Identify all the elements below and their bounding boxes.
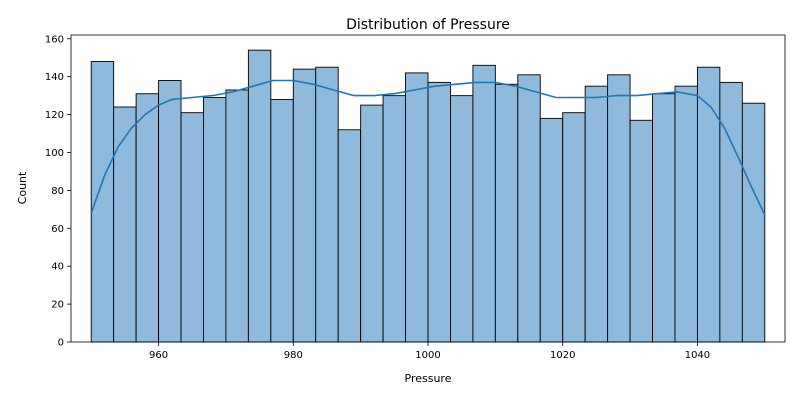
histogram-bar (607, 74, 631, 343)
y-tick-label: 80 (51, 186, 64, 197)
histogram-bar (539, 117, 564, 343)
histogram-bar (360, 104, 384, 343)
x-tick-label: 980 (284, 350, 303, 361)
histogram-bar (247, 49, 272, 343)
y-tick-label: 0 (58, 338, 64, 349)
y-axis-ticks: 0 20 40 60 80 100 120 140 160 (45, 34, 71, 349)
histogram-bar (719, 81, 743, 343)
x-tick-label: 1040 (685, 350, 710, 361)
histogram-bar (292, 68, 317, 343)
y-tick-label: 60 (51, 224, 64, 235)
histogram-bar (382, 95, 406, 343)
y-tick-label: 140 (45, 72, 64, 83)
histogram-bar (517, 74, 541, 343)
histogram-bar (472, 64, 496, 343)
histogram-bar (449, 95, 474, 343)
histogram-bar (203, 97, 227, 343)
x-axis-label: Pressure (405, 372, 452, 385)
x-tick-label: 1020 (550, 350, 575, 361)
histogram-bar (270, 98, 294, 343)
histogram-bar (652, 93, 676, 343)
histogram-bar (629, 119, 653, 343)
histogram-bar (741, 102, 766, 343)
histogram-bar (696, 66, 721, 343)
kde-curve (90, 79, 766, 216)
chart-title: Distribution of Pressure (346, 17, 510, 33)
histogram-bar (225, 89, 249, 343)
histogram-bar (158, 80, 182, 343)
histogram-bar (405, 72, 429, 343)
bars-group (90, 49, 766, 343)
y-axis-label: Count (16, 171, 29, 204)
x-axis-ticks: 960 980 1000 1020 1040 (149, 342, 710, 361)
y-tick-label: 20 (51, 300, 64, 311)
y-tick-label: 40 (51, 262, 64, 273)
histogram-bar (584, 85, 609, 343)
x-tick-label: 1000 (415, 350, 440, 361)
histogram-bar (562, 112, 586, 343)
histogram-bar (113, 106, 137, 343)
histogram-bar (135, 93, 160, 343)
y-tick-label: 120 (45, 110, 64, 121)
histogram-bar (427, 81, 451, 343)
histogram-bar (494, 83, 519, 343)
histogram-bar (337, 129, 362, 343)
y-tick-label: 100 (45, 148, 64, 159)
y-tick-label: 160 (45, 34, 64, 45)
histogram-bar (674, 85, 698, 343)
x-tick-label: 960 (149, 350, 168, 361)
histogram-bar (180, 112, 204, 343)
histogram-bar (315, 66, 339, 343)
